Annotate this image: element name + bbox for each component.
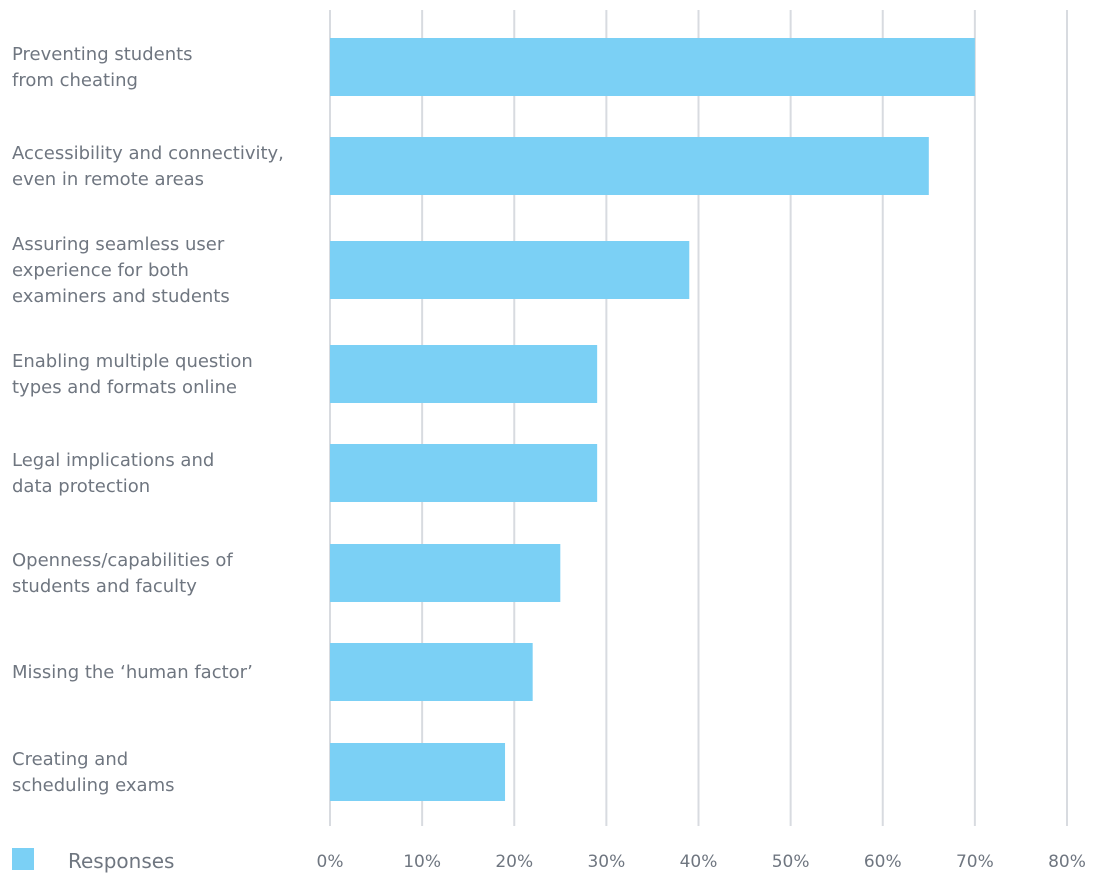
bar bbox=[330, 444, 598, 502]
category-label-line: Openness/capabilities of bbox=[12, 550, 233, 571]
category-label-line: examiners and students bbox=[12, 286, 230, 307]
legend: Responses bbox=[12, 848, 174, 873]
category-label-line: Assuring seamless user bbox=[12, 234, 225, 255]
category-label-line: data protection bbox=[12, 476, 150, 497]
category-label: Preventing students from cheating bbox=[12, 44, 193, 91]
x-tick-label: 40% bbox=[680, 852, 718, 872]
x-tick-label: 60% bbox=[864, 852, 902, 872]
bar bbox=[330, 241, 690, 299]
x-tick-labels: 0% 10% 20% 30% 40% 50% 60% 70% 80% bbox=[317, 852, 1086, 872]
category-label-line: even in remote areas bbox=[12, 169, 204, 190]
category-label: Missing the ‘human factor’ bbox=[12, 662, 253, 683]
bar bbox=[330, 137, 929, 195]
category-label-line: students and faculty bbox=[12, 576, 197, 597]
x-tick-label: 50% bbox=[772, 852, 810, 872]
category-label: Enabling multiple question types and form… bbox=[12, 351, 253, 398]
category-label-line: Legal implications and bbox=[12, 450, 214, 471]
category-label: Creating and scheduling exams bbox=[12, 749, 175, 796]
category-label: Openness/capabilities of students and fac… bbox=[12, 550, 233, 597]
category-labels: Preventing students from cheating Accessib… bbox=[12, 44, 284, 796]
bar bbox=[330, 38, 975, 96]
bar bbox=[330, 345, 598, 403]
x-tick-label: 10% bbox=[403, 852, 441, 872]
category-label-line: Preventing students bbox=[12, 44, 193, 65]
category-label-line: types and formats online bbox=[12, 377, 237, 398]
x-tick-label: 0% bbox=[317, 852, 344, 872]
category-label-line: Accessibility and connectivity, bbox=[12, 143, 284, 164]
category-label-line: Creating and bbox=[12, 749, 128, 770]
category-label-line: from cheating bbox=[12, 70, 138, 91]
category-label-line: Enabling multiple question bbox=[12, 351, 253, 372]
bar bbox=[330, 743, 506, 801]
category-label-line: Missing the ‘human factor’ bbox=[12, 662, 253, 683]
x-tick-label: 30% bbox=[587, 852, 625, 872]
category-label: Accessibility and connectivity, even in r… bbox=[12, 143, 284, 190]
bar bbox=[330, 643, 533, 701]
bars bbox=[330, 38, 975, 801]
x-tick-label: 80% bbox=[1048, 852, 1086, 872]
gridlines bbox=[329, 10, 1068, 826]
x-tick-label: 20% bbox=[495, 852, 533, 872]
x-tick-label: 70% bbox=[956, 852, 994, 872]
category-label: Assuring seamless user experience for bot… bbox=[12, 234, 230, 307]
category-label-line: experience for both bbox=[12, 260, 189, 281]
category-label: Legal implications and data protection bbox=[12, 450, 214, 497]
bar bbox=[330, 544, 561, 602]
legend-label: Responses bbox=[68, 849, 174, 873]
legend-swatch bbox=[12, 848, 34, 870]
category-label-line: scheduling exams bbox=[12, 775, 175, 796]
